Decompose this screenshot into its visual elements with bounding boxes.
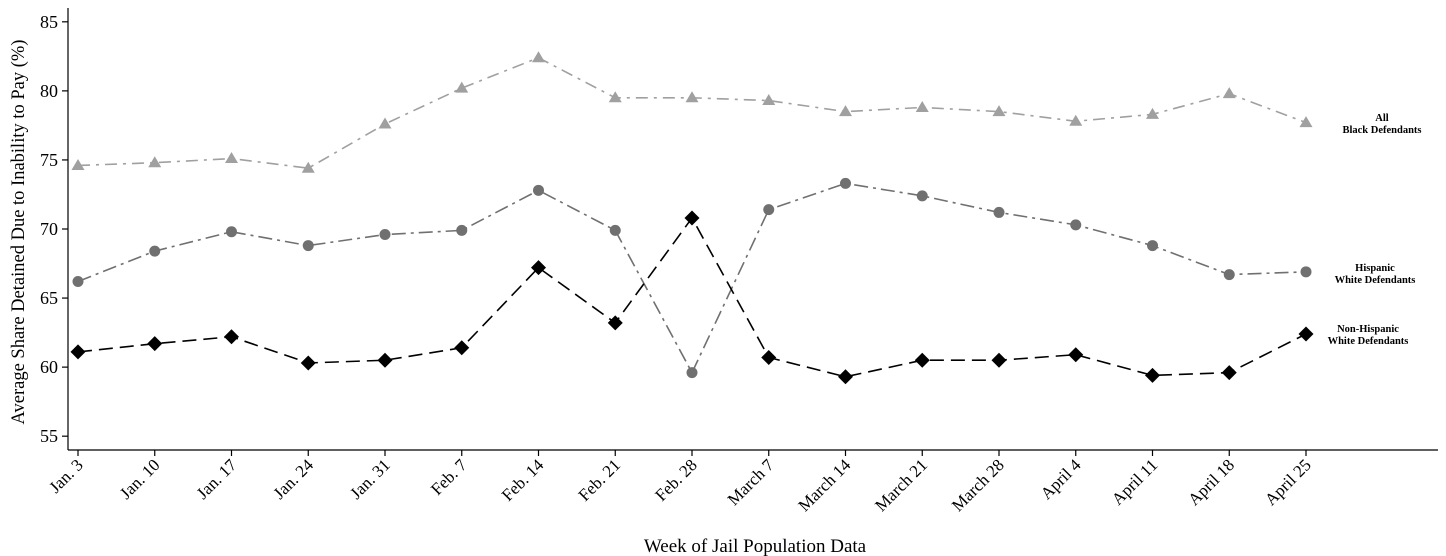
x-tick-label: March 7 [724,455,778,509]
data-point [1223,269,1235,281]
y-tick-label: 85 [40,12,58,32]
data-point [1298,326,1314,342]
data-point [838,369,853,385]
data-point [72,275,84,287]
data-point [915,100,929,112]
data-point [533,184,544,196]
data-point [607,315,623,331]
data-point [1299,116,1313,128]
data-point [1145,367,1160,383]
data-point [301,161,315,173]
data-point [1146,107,1159,119]
y-ticks: 55 60 65 70 75 80 85 [40,12,68,446]
y-tick-label: 80 [40,81,58,101]
y-tick-label: 70 [40,219,58,239]
data-point [1222,87,1236,99]
y-tick-label: 65 [40,288,58,308]
data-point [684,210,700,226]
series-1: All Black Defendants [71,51,1422,173]
x-tick-label: April 25 [1261,455,1315,509]
x-tick-label: Jan. 17 [193,455,241,503]
data-point [609,224,621,236]
data-point [685,91,699,103]
y-tick-label: 60 [40,357,58,377]
data-point [991,352,1007,368]
series-label: Hispanic White Defendants [1335,263,1416,286]
data-point [148,156,162,168]
data-point [763,204,775,216]
x-tick-label: March 21 [871,455,931,515]
data-point [762,94,776,106]
x-axis-title: Week of Jail Population Data [644,536,867,556]
data-point [71,158,85,170]
series-layer: All Black Defendants Hispanic White Defenda… [70,51,1422,385]
x-tick-label: Jan. 31 [346,455,393,502]
data-point [531,260,546,276]
x-ticks: Jan. 3 Jan. 10 Jan. 17 Jan. 24 Jan. 31 Feb. 7… [45,450,1315,515]
data-point [914,352,930,368]
data-point [532,51,545,63]
x-tick-label: Feb. 14 [498,455,548,505]
x-tick-label: April 18 [1184,455,1238,509]
data-point [992,105,1006,117]
data-point [378,117,392,129]
data-point [761,349,777,365]
x-tick-label: March 28 [948,455,1008,515]
data-point [224,329,239,345]
series-label: Non-Hispanic White Defendants [1328,324,1409,347]
y-tick-label: 75 [40,150,58,170]
x-tick-label: Jan. 10 [116,455,163,502]
data-point [149,245,161,257]
data-point [1070,219,1082,231]
data-point [456,224,468,236]
x-tick-label: Jan. 3 [45,455,86,496]
series-3: Non-Hispanic White Defendants [70,210,1409,385]
data-point [686,367,698,379]
data-point [916,190,928,202]
data-point [379,229,391,241]
y-axis-title: Average Share Detained Due to Inability … [9,40,29,425]
series-line [77,182,1307,375]
series-2: Hispanic White Defendants [72,177,1416,379]
data-point [302,240,314,252]
data-point [226,226,237,238]
x-tick-label: Feb. 7 [427,455,471,499]
data-point [454,340,470,356]
data-point [1147,240,1158,252]
series-label: All Black Defendants [1342,113,1421,136]
x-tick-label: Feb. 21 [575,455,624,504]
data-point [608,91,622,103]
data-point [300,355,316,371]
data-point [377,352,393,368]
data-point [1068,347,1084,363]
data-point [840,177,851,189]
data-point [455,81,469,93]
data-point [993,206,1005,218]
data-point [1221,365,1237,381]
x-tick-label: Feb. 28 [651,455,700,504]
x-tick-label: April 11 [1108,455,1161,508]
data-point [1300,266,1312,278]
data-point [147,336,163,352]
data-point [225,152,238,164]
data-point [70,344,86,360]
series-line [77,216,1307,378]
data-point [1069,114,1083,126]
y-tick-label: 55 [40,426,58,446]
x-tick-label: Jan. 24 [270,455,318,503]
x-tick-label: April 4 [1037,455,1085,503]
series-line [77,56,1307,170]
data-point [839,105,852,117]
x-tick-label: March 14 [794,455,854,515]
